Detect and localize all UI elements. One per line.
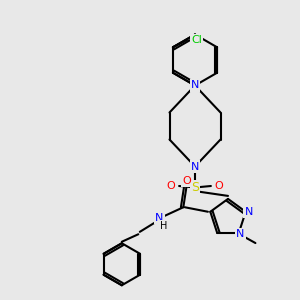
- Text: H: H: [160, 221, 167, 231]
- Text: S: S: [191, 181, 199, 194]
- Text: N: N: [191, 161, 199, 172]
- Text: N: N: [191, 80, 199, 91]
- Text: O: O: [182, 176, 191, 186]
- Text: O: O: [167, 181, 176, 191]
- Text: O: O: [214, 181, 224, 191]
- Text: N: N: [244, 207, 253, 217]
- Text: Cl: Cl: [191, 35, 202, 45]
- Text: N: N: [236, 229, 244, 239]
- Text: N: N: [155, 213, 164, 223]
